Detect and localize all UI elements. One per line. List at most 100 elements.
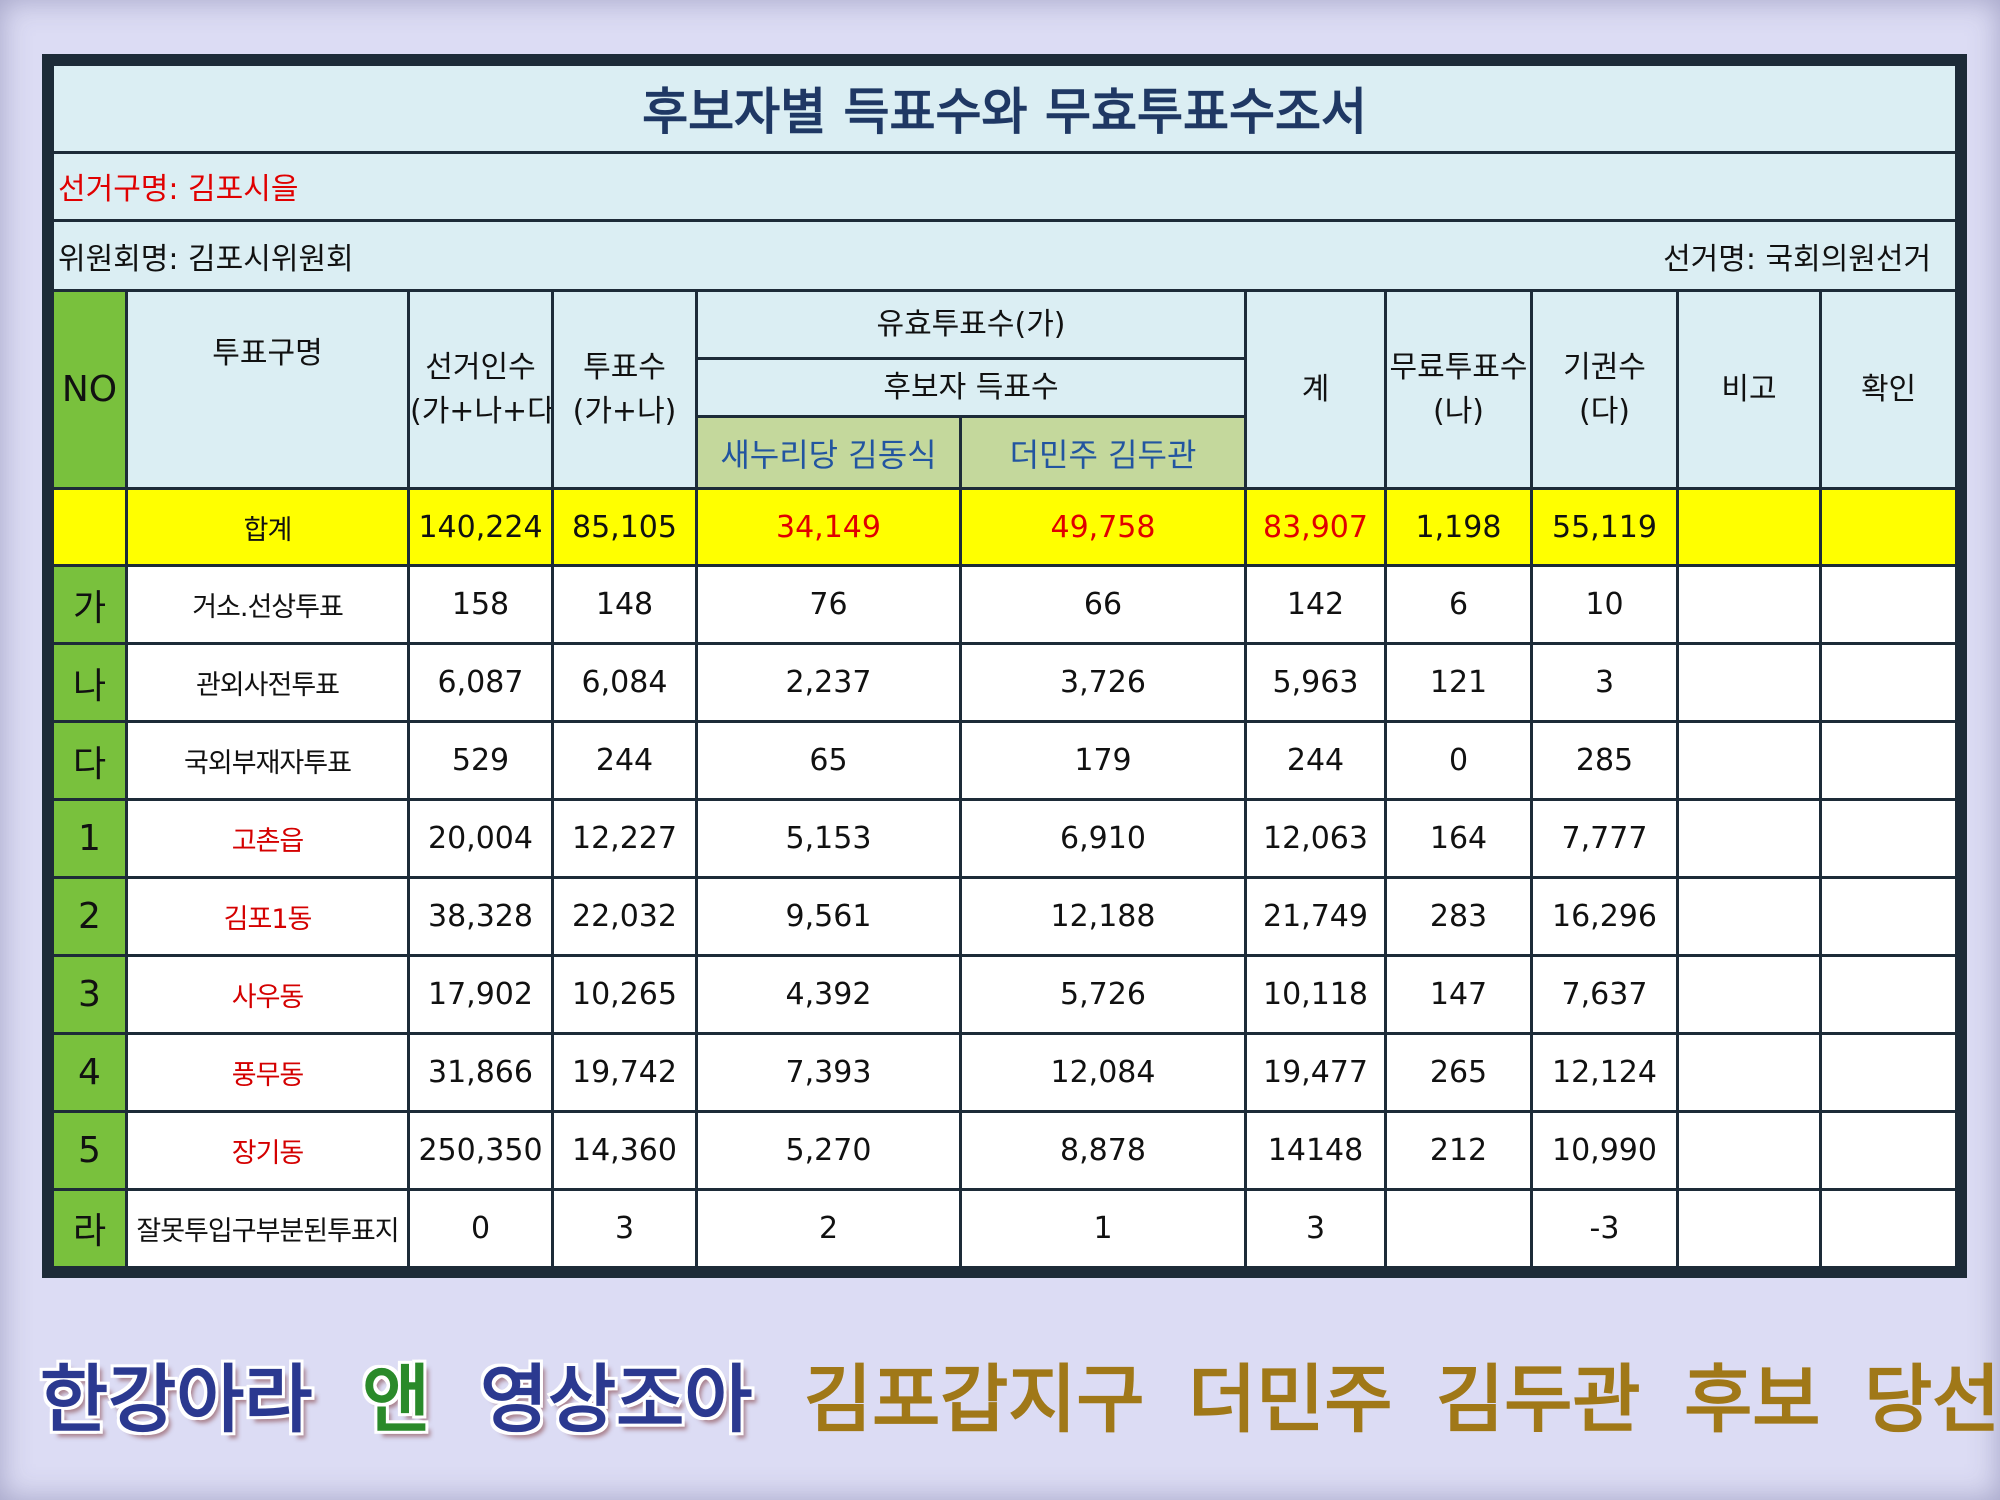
remarks-cell (1679, 957, 1819, 1033)
caption-headline: 김포갑지구 더민주 김두관 후보 당선 (804, 1357, 2000, 1443)
total-value: 49,758 (962, 490, 1244, 565)
row-value: 0 (410, 1190, 551, 1266)
remarks-cell (1679, 645, 1819, 721)
committee-row: 위원회명: 김포시위원회 선거명: 국회의원선거 (54, 221, 1956, 290)
caption-part: 한강아라 (40, 1357, 313, 1443)
row-value: 14,360 (554, 1112, 695, 1188)
header-candidate-votes: 후보자 득표수 (698, 360, 1244, 415)
row-value: 5,270 (698, 1112, 959, 1188)
row-no: 1 (54, 801, 125, 877)
row-value: 142 (1247, 567, 1384, 643)
total-row: 합계 140,224 85,105 34,149 49,758 83,907 1,198 55… (54, 490, 1956, 565)
remarks-cell (1679, 1035, 1819, 1110)
row-value: 3,726 (962, 645, 1244, 721)
caption-left: 한강아라 앤 영상조아 (40, 1340, 752, 1447)
row-no: 3 (54, 957, 125, 1033)
row-value: 7,777 (1533, 801, 1676, 877)
row-value: 121 (1387, 645, 1530, 721)
header-line: 기권수 (1563, 350, 1646, 386)
row-value: 283 (1387, 879, 1530, 955)
header-remarks: 비고 (1679, 292, 1819, 488)
confirm-cell (1822, 645, 1956, 721)
confirm-cell (1822, 879, 1956, 955)
row-value: 250,350 (410, 1112, 551, 1188)
row-no: 나 (54, 645, 125, 721)
row-value: 12,084 (962, 1035, 1244, 1110)
header-candidate: 더민주 김두관 (962, 417, 1244, 488)
data-row: 나 관외사전투표 6,087 6,084 2,237 3,726 5,963 121 3 (54, 645, 1956, 721)
row-value: 6,910 (962, 801, 1244, 877)
header-invalid: 무료투표수 (나) (1387, 292, 1530, 488)
row-value: 65 (698, 723, 959, 799)
total-value: 85,105 (554, 490, 695, 565)
row-value: 1 (962, 1190, 1244, 1266)
header-no: NO (54, 292, 125, 488)
row-value: 20,004 (410, 801, 551, 877)
data-row: 가 거소.선상투표 158 148 76 66 142 6 10 (54, 567, 1956, 643)
remarks-cell (1679, 801, 1819, 877)
remarks-cell (1679, 723, 1819, 799)
confirm-cell (1822, 801, 1956, 877)
row-value: 244 (1247, 723, 1384, 799)
data-row: 라 잘못투입구부분된투표지 0 3 2 1 3 -3 (54, 1190, 1956, 1266)
row-value: 10,265 (554, 957, 695, 1033)
caption-part: 앤 (362, 1357, 431, 1443)
row-no: 라 (54, 1190, 125, 1266)
confirm-cell (1822, 1035, 1956, 1110)
header-line: 선거인수 (425, 350, 536, 386)
row-value: 19,477 (1247, 1035, 1384, 1110)
row-value: 12,188 (962, 879, 1244, 955)
confirm-cell (1822, 567, 1956, 643)
row-no: 다 (54, 723, 125, 799)
title: 후보자별 득표수와 무효투표수조서 (54, 66, 1956, 151)
confirm-cell (1822, 1112, 1956, 1188)
row-value: 2 (698, 1190, 959, 1266)
district: 선거구명: 김포시을 (54, 153, 1956, 219)
row-name: 잘못투입구부분된투표지 (128, 1190, 407, 1266)
committee-line: 위원회명: 김포시위원회 선거명: 국회의원선거 (58, 234, 1951, 278)
confirm-cell (1822, 723, 1956, 799)
remarks-cell (1679, 879, 1819, 955)
header-votes: 투표수 (가+나) (554, 292, 695, 488)
row-name: 국외부재자투표 (128, 723, 407, 799)
header-line: 무료투표수 (1389, 350, 1528, 386)
total-value: 1,198 (1387, 490, 1530, 565)
row-value: 2,237 (698, 645, 959, 721)
row-value: 529 (410, 723, 551, 799)
row-no: 가 (54, 567, 125, 643)
row-value: 4,392 (698, 957, 959, 1033)
row-value: -3 (1533, 1190, 1676, 1266)
vote-table: 후보자별 득표수와 무효투표수조서 선거구명: 김포시을 위원회명: 김포시위원… (42, 54, 1968, 1278)
header-line: (다) (1578, 393, 1630, 429)
data-row: 3 사우동 17,902 10,265 4,392 5,726 10,118 147 7,637 (54, 957, 1956, 1033)
election: 선거명: 국회의원선거 (1663, 241, 1932, 277)
row-value: 148 (554, 567, 695, 643)
row-value: 12,124 (1533, 1035, 1676, 1110)
header-candidate: 새누리당 김동식 (698, 417, 959, 488)
row-value: 66 (962, 567, 1244, 643)
row-value: 21,749 (1247, 879, 1384, 955)
row-value: 12,227 (554, 801, 695, 877)
confirm-cell (1822, 957, 1956, 1033)
row-value: 164 (1387, 801, 1530, 877)
header-electors: 선거인수 (가+나+다) (410, 292, 551, 488)
row-no: 5 (54, 1112, 125, 1188)
data-row: 4 풍무동 31,866 19,742 7,393 12,084 19,477 265 12,1… (54, 1035, 1956, 1110)
total-label: 합계 (128, 490, 407, 565)
row-value: 14148 (1247, 1112, 1384, 1188)
committee: 위원회명: 김포시위원회 (58, 241, 354, 277)
row-value: 10 (1533, 567, 1676, 643)
total-value: 83,907 (1247, 490, 1384, 565)
total-value: 55,119 (1533, 490, 1676, 565)
row-value: 9,561 (698, 879, 959, 955)
row-name: 풍무동 (128, 1035, 407, 1110)
row-value: 6,087 (410, 645, 551, 721)
data-row: 1 고촌읍 20,004 12,227 5,153 6,910 12,063 164 7,777 (54, 801, 1956, 877)
total-value: 34,149 (698, 490, 959, 565)
row-name: 장기동 (128, 1112, 407, 1188)
row-no: 4 (54, 1035, 125, 1110)
row-value: 7,393 (698, 1035, 959, 1110)
row-value: 0 (1387, 723, 1530, 799)
row-name: 관외사전투표 (128, 645, 407, 721)
no-cell (54, 490, 125, 565)
